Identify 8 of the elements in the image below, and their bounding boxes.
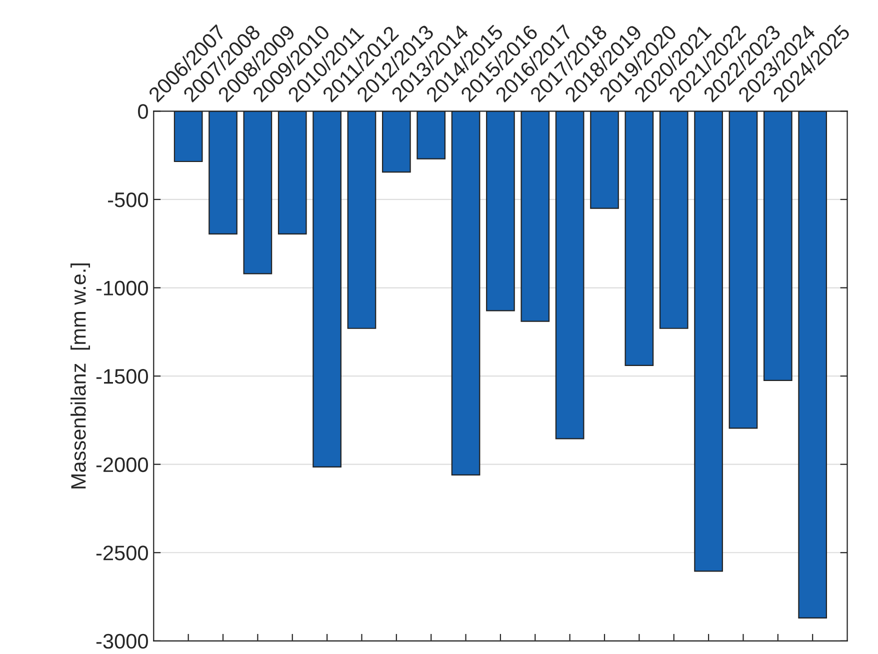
y-tick-label: -3000 [96, 634, 148, 649]
y-tick-label: -500 [108, 192, 148, 208]
y-axis-title: Massenbilanz [mm w.e.] [70, 263, 90, 488]
y-tick-label: -2500 [96, 546, 148, 560]
y-tick-label: 0 [138, 104, 148, 119]
y-tick-label: -2000 [96, 457, 148, 472]
y-tick-label: -1000 [96, 280, 148, 296]
y-tick-label: -1500 [96, 369, 148, 384]
